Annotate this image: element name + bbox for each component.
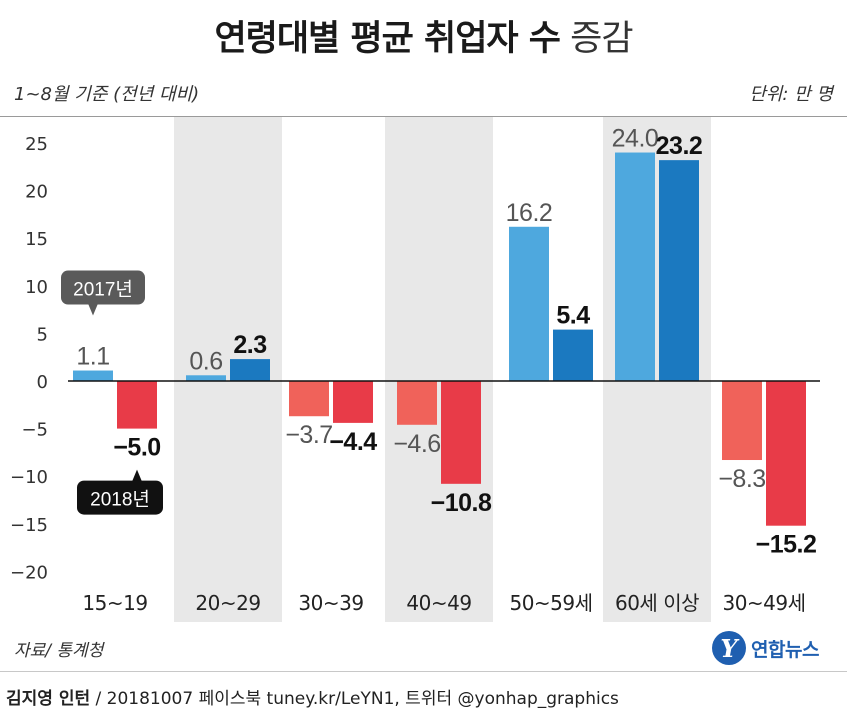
bar-2018 <box>553 329 593 381</box>
category-label: 20~29 <box>195 591 260 615</box>
value-label-2017: 24.0 <box>612 125 659 153</box>
bar-2017 <box>722 381 762 461</box>
bar-2018 <box>441 381 481 484</box>
category-label: 30~39 <box>298 591 363 615</box>
yonhap-logo-icon: Y <box>712 631 746 665</box>
legend-2017-pointer <box>88 303 98 316</box>
category-band <box>385 117 493 622</box>
bar-2017 <box>397 381 437 425</box>
bar-2017 <box>509 226 549 381</box>
value-label-2018: 5.4 <box>556 302 590 330</box>
legend-2017-box <box>61 270 145 305</box>
legend-2018-label: 2018년 <box>90 489 150 511</box>
bar-2018 <box>766 381 806 526</box>
bar-2018 <box>333 381 373 423</box>
category-label: 15~19 <box>82 591 147 615</box>
credit-line: 김지영 인턴 / 20181007 페이스북 tuney.kr/LeYN1, 트… <box>6 684 619 709</box>
legend-2018-pointer <box>132 469 142 482</box>
source-label: 자료/ 통계청 <box>14 641 104 661</box>
category-label: 60세 이상 <box>615 591 699 615</box>
y-tick-label: −15 <box>10 515 48 536</box>
y-tick-label: 10 <box>25 277 48 298</box>
y-tick-label: −10 <box>10 467 48 488</box>
value-label-2018: −15.2 <box>756 531 817 559</box>
value-label-2017: 0.6 <box>189 347 222 375</box>
value-label-2017: −3.7 <box>285 421 332 449</box>
y-tick-label: −5 <box>21 420 48 441</box>
chart-title: 연령대별 평균 취업자 수 증감 <box>0 10 847 61</box>
category-label: 40~49 <box>406 591 471 615</box>
chart-title-main: 연령대별 평균 취업자 수 <box>214 19 561 59</box>
bar-2018 <box>659 160 699 381</box>
y-tick-label: 20 <box>25 182 48 203</box>
yonhap-logo: Y 연합뉴스 <box>712 628 819 668</box>
bar-2017 <box>615 152 655 381</box>
footer: 김지영 인턴 / 20181007 페이스북 tuney.kr/LeYN1, 트… <box>0 671 847 719</box>
bar-2018 <box>117 381 157 429</box>
unit-label: 단위: 만 명 <box>749 84 833 105</box>
y-tick-label: 5 <box>37 324 48 345</box>
chart-title-accent: 증감 <box>570 19 633 59</box>
y-tick-label: 0 <box>37 372 48 393</box>
bar-2017 <box>186 375 226 381</box>
legend-2018-box <box>77 480 163 515</box>
bar-2017 <box>289 381 329 417</box>
bar-2018 <box>230 359 270 381</box>
divider <box>0 116 847 117</box>
value-label-2017: 1.1 <box>76 343 109 371</box>
y-tick-label: −20 <box>10 562 48 583</box>
value-label-2017: −4.6 <box>393 430 440 458</box>
legend-2017-label: 2017년 <box>73 279 133 301</box>
category-label: 50~59세 <box>509 591 592 615</box>
value-label-2018: 23.2 <box>656 132 703 160</box>
value-label-2017: 16.2 <box>506 199 553 227</box>
y-tick-label: 15 <box>25 229 48 250</box>
credit-author: 김지영 인턴 <box>6 689 91 709</box>
yonhap-logo-text: 연합뉴스 <box>751 638 819 661</box>
value-label-2018: −4.4 <box>329 428 377 456</box>
value-label-2018: −5.0 <box>113 434 160 462</box>
value-label-2017: −8.3 <box>718 465 765 493</box>
bar-2017 <box>73 370 113 381</box>
value-label-2018: 2.3 <box>233 331 266 359</box>
value-label-2018: −10.8 <box>431 489 492 517</box>
y-tick-label: 25 <box>25 134 48 155</box>
credit-rest: / 20181007 페이스북 tuney.kr/LeYN1, 트위터 @yon… <box>90 689 619 709</box>
category-label: 30~49세 <box>722 591 805 615</box>
chart-subtitle: 1~8월 기준 (전년 대비) <box>14 84 200 105</box>
